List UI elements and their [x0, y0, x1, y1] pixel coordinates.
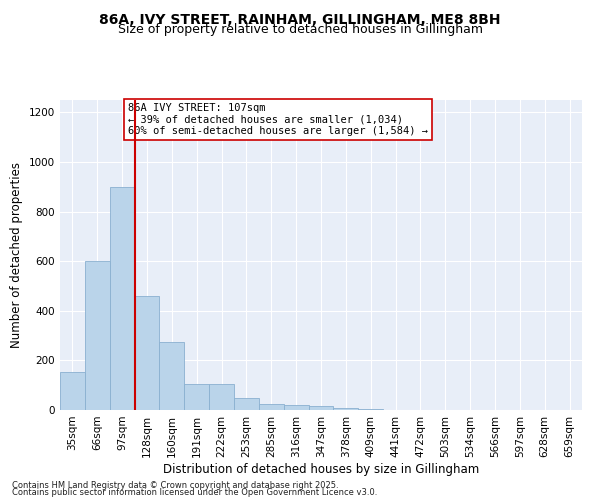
- Text: Contains public sector information licensed under the Open Government Licence v3: Contains public sector information licen…: [12, 488, 377, 497]
- Bar: [110, 187, 134, 410]
- Text: 86A IVY STREET: 107sqm
← 39% of detached houses are smaller (1,034)
60% of semi-: 86A IVY STREET: 107sqm ← 39% of detached…: [128, 103, 428, 136]
- Text: 86A, IVY STREET, RAINHAM, GILLINGHAM, ME8 8BH: 86A, IVY STREET, RAINHAM, GILLINGHAM, ME…: [99, 12, 501, 26]
- Bar: [85, 261, 110, 410]
- Bar: [60, 372, 85, 410]
- Bar: [334, 408, 358, 410]
- Text: Size of property relative to detached houses in Gillingham: Size of property relative to detached ho…: [118, 22, 482, 36]
- Text: Contains HM Land Registry data © Crown copyright and database right 2025.: Contains HM Land Registry data © Crown c…: [12, 480, 338, 490]
- Bar: [358, 409, 383, 410]
- Bar: [259, 404, 284, 410]
- Bar: [234, 398, 259, 410]
- Bar: [308, 406, 334, 410]
- Bar: [134, 296, 160, 410]
- Bar: [184, 384, 209, 410]
- Bar: [160, 342, 184, 410]
- Y-axis label: Number of detached properties: Number of detached properties: [10, 162, 23, 348]
- Bar: [209, 384, 234, 410]
- Bar: [284, 405, 308, 410]
- X-axis label: Distribution of detached houses by size in Gillingham: Distribution of detached houses by size …: [163, 462, 479, 475]
